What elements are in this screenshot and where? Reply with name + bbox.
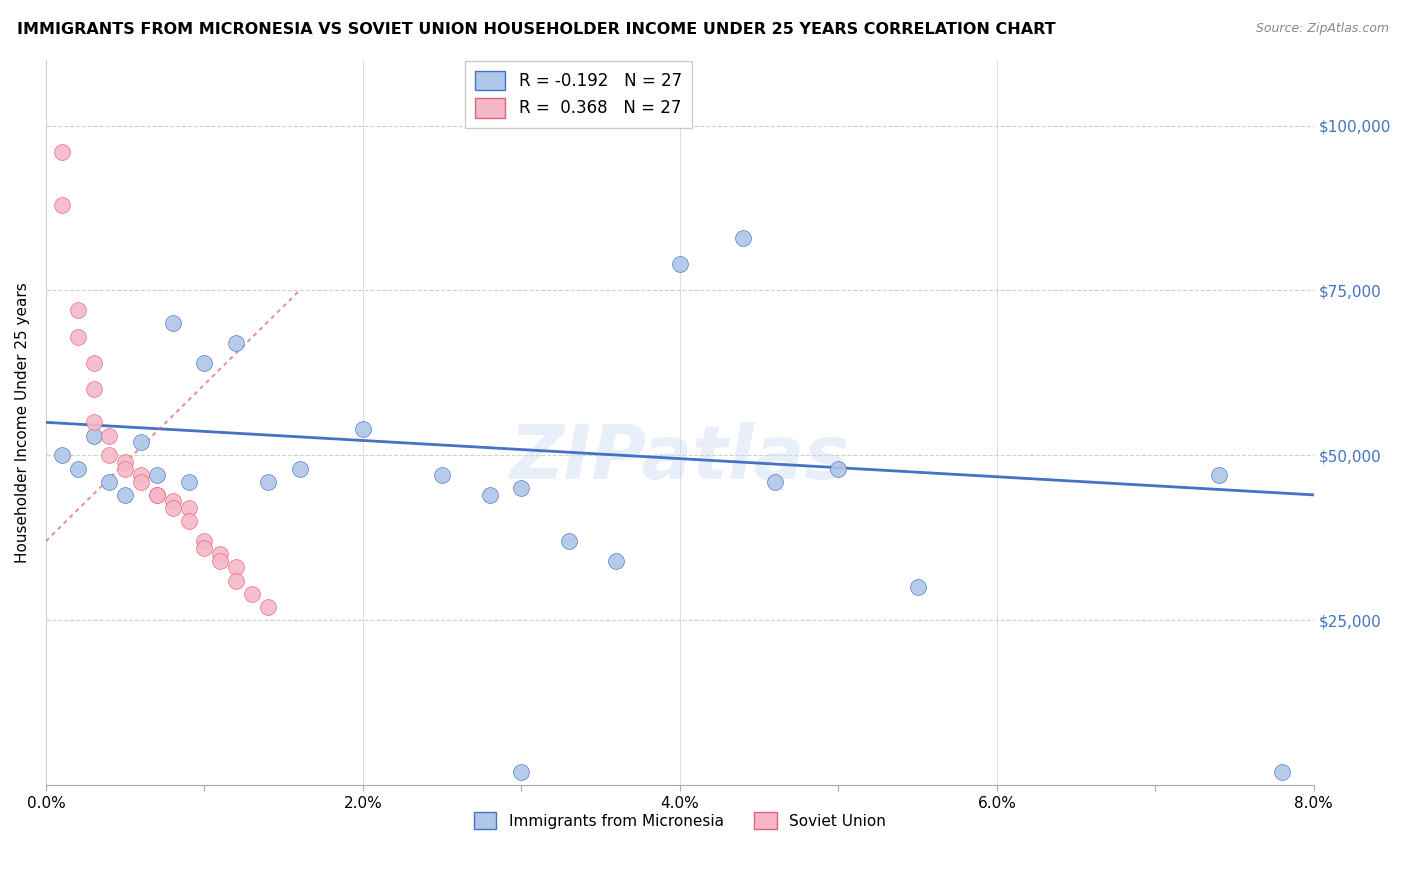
Point bbox=[114, 455, 136, 469]
Point bbox=[114, 488, 136, 502]
Point bbox=[225, 336, 247, 351]
Point bbox=[430, 468, 453, 483]
Point bbox=[177, 514, 200, 528]
Point bbox=[129, 435, 152, 450]
Y-axis label: Householder Income Under 25 years: Householder Income Under 25 years bbox=[15, 282, 30, 563]
Point bbox=[129, 468, 152, 483]
Point bbox=[146, 488, 169, 502]
Point bbox=[827, 461, 849, 475]
Point bbox=[51, 145, 73, 159]
Point bbox=[98, 428, 121, 442]
Point bbox=[733, 230, 755, 244]
Point bbox=[352, 422, 374, 436]
Point bbox=[256, 475, 278, 489]
Point bbox=[66, 303, 89, 318]
Point bbox=[1271, 764, 1294, 779]
Point bbox=[240, 587, 263, 601]
Point bbox=[763, 475, 786, 489]
Point bbox=[162, 494, 184, 508]
Point bbox=[83, 415, 105, 429]
Point bbox=[66, 329, 89, 343]
Point bbox=[162, 501, 184, 516]
Point bbox=[558, 534, 581, 549]
Point bbox=[146, 468, 169, 483]
Point bbox=[605, 554, 627, 568]
Legend: Immigrants from Micronesia, Soviet Union: Immigrants from Micronesia, Soviet Union bbox=[467, 805, 893, 836]
Point bbox=[98, 448, 121, 462]
Point bbox=[83, 383, 105, 397]
Point bbox=[225, 560, 247, 574]
Point bbox=[225, 574, 247, 588]
Point bbox=[51, 197, 73, 211]
Point bbox=[209, 554, 232, 568]
Point bbox=[162, 317, 184, 331]
Point bbox=[209, 547, 232, 561]
Point bbox=[1208, 468, 1230, 483]
Point bbox=[288, 461, 311, 475]
Point bbox=[478, 488, 501, 502]
Point bbox=[83, 428, 105, 442]
Point bbox=[177, 501, 200, 516]
Point bbox=[129, 475, 152, 489]
Point bbox=[669, 257, 692, 271]
Point bbox=[256, 600, 278, 615]
Text: ZIPatlas: ZIPatlas bbox=[510, 422, 849, 495]
Text: Source: ZipAtlas.com: Source: ZipAtlas.com bbox=[1256, 22, 1389, 36]
Point bbox=[114, 461, 136, 475]
Point bbox=[83, 356, 105, 370]
Point bbox=[193, 356, 215, 370]
Point bbox=[193, 534, 215, 549]
Point bbox=[193, 541, 215, 555]
Point bbox=[51, 448, 73, 462]
Point bbox=[146, 488, 169, 502]
Text: IMMIGRANTS FROM MICRONESIA VS SOVIET UNION HOUSEHOLDER INCOME UNDER 25 YEARS COR: IMMIGRANTS FROM MICRONESIA VS SOVIET UNI… bbox=[17, 22, 1056, 37]
Point bbox=[510, 481, 533, 495]
Point bbox=[510, 764, 533, 779]
Point bbox=[98, 475, 121, 489]
Point bbox=[66, 461, 89, 475]
Point bbox=[177, 475, 200, 489]
Point bbox=[907, 580, 929, 594]
